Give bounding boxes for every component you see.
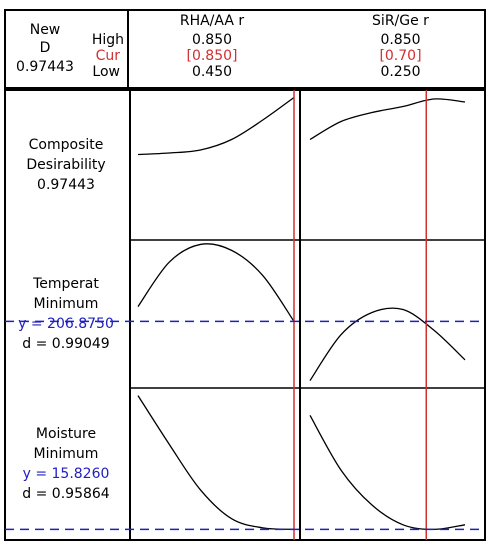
factor-cur: [0.70]	[379, 48, 421, 64]
factor-high: 0.850	[192, 32, 232, 48]
factor-name: SiR/Ge r	[372, 13, 429, 29]
response-curve	[137, 395, 295, 531]
factor-low: 0.250	[380, 64, 420, 80]
response-label: Composite	[29, 137, 104, 153]
factor-low: 0.450	[192, 64, 232, 80]
response-y: y = 206.8750	[18, 316, 114, 332]
response-label: 0.97443	[37, 177, 95, 193]
header-new: New	[30, 22, 61, 38]
response-d: d = 0.95864	[22, 486, 110, 502]
header-d-value: 0.97443	[16, 59, 74, 75]
factor-high: 0.850	[380, 32, 420, 48]
factor-cur: [0.850]	[186, 48, 237, 64]
panel-box	[4, 89, 486, 541]
header-low: Low	[92, 64, 120, 80]
header-d: D	[40, 40, 51, 56]
factor-name: RHA/AA r	[180, 13, 245, 29]
response-curve	[137, 243, 295, 322]
response-curve	[309, 307, 466, 381]
header-box	[4, 9, 486, 89]
header-cur: Cur	[96, 48, 121, 64]
response-y: y = 15.8260	[23, 466, 110, 482]
response-label: Minimum	[34, 296, 99, 312]
response-curve	[137, 96, 295, 156]
response-label: Moisture	[36, 426, 96, 442]
header-high: High	[92, 32, 124, 48]
response-label: Desirability	[26, 157, 105, 173]
response-d: d = 0.99049	[22, 336, 109, 352]
response-curve	[309, 98, 466, 141]
response-label: Minimum	[34, 446, 99, 462]
response-curve	[309, 415, 466, 531]
response-label: Temperat	[32, 276, 99, 292]
